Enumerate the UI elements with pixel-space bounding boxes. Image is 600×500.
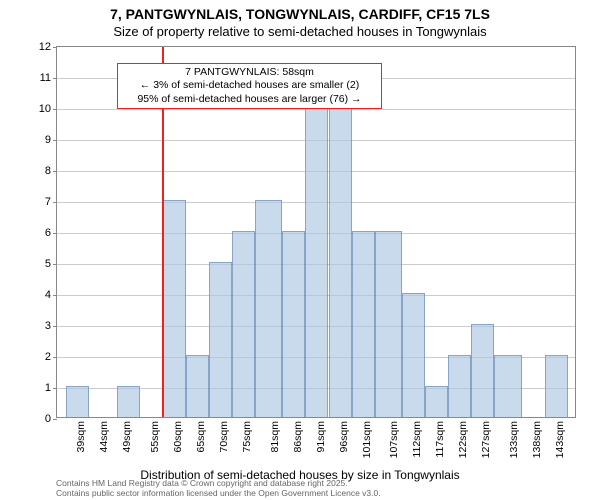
footer-attribution: Contains HM Land Registry data © Crown c… bbox=[56, 478, 381, 498]
chart-container: 7, PANTGWYNLAIS, TONGWYNLAIS, CARDIFF, C… bbox=[0, 0, 600, 500]
y-tick-label: 8 bbox=[45, 165, 51, 177]
x-tick-label: 96sqm bbox=[338, 421, 350, 453]
x-tick-label: 112sqm bbox=[411, 421, 423, 458]
histogram-bar bbox=[66, 386, 89, 417]
x-tick-label: 143sqm bbox=[554, 421, 566, 458]
histogram-bar bbox=[375, 231, 403, 417]
histogram-bar bbox=[545, 355, 568, 417]
x-tick-label: 49sqm bbox=[121, 421, 133, 453]
annotation-box: 7 PANTGWYNLAIS: 58sqm← 3% of semi-detach… bbox=[117, 63, 382, 110]
x-tick-label: 75sqm bbox=[241, 421, 253, 453]
histogram-bar bbox=[448, 355, 471, 417]
x-tick-label: 91sqm bbox=[315, 421, 327, 453]
histogram-bar bbox=[232, 231, 255, 417]
footer-line: Contains public sector information licen… bbox=[56, 488, 381, 498]
x-tick-label: 133sqm bbox=[508, 421, 520, 458]
x-tick-label: 101sqm bbox=[361, 421, 373, 458]
x-tick-label: 60sqm bbox=[172, 421, 184, 453]
histogram-bar bbox=[494, 355, 522, 417]
x-tick-label: 107sqm bbox=[388, 421, 400, 458]
x-tick-label: 117sqm bbox=[434, 421, 446, 458]
chart-title: 7, PANTGWYNLAIS, TONGWYNLAIS, CARDIFF, C… bbox=[0, 6, 600, 22]
histogram-bar bbox=[163, 200, 186, 417]
footer-line: Contains HM Land Registry data © Crown c… bbox=[56, 478, 381, 488]
x-tick-label: 55sqm bbox=[149, 421, 161, 453]
histogram-bar bbox=[329, 107, 352, 417]
chart-subtitle: Size of property relative to semi-detach… bbox=[0, 24, 600, 39]
y-tick-label: 7 bbox=[45, 196, 51, 208]
y-tick-label: 5 bbox=[45, 258, 51, 270]
x-tick-label: 81sqm bbox=[269, 421, 281, 453]
x-tick-label: 65sqm bbox=[195, 421, 207, 453]
y-tick-label: 9 bbox=[45, 134, 51, 146]
histogram-bar bbox=[117, 386, 140, 417]
x-tick-label: 70sqm bbox=[218, 421, 230, 453]
y-tick-label: 0 bbox=[45, 413, 51, 425]
x-tick-label: 39sqm bbox=[75, 421, 87, 453]
y-tick-label: 12 bbox=[39, 41, 51, 53]
annotation-line: ← 3% of semi-detached houses are smaller… bbox=[124, 79, 375, 93]
annotation-line: 95% of semi-detached houses are larger (… bbox=[124, 93, 375, 107]
y-tick-label: 6 bbox=[45, 227, 51, 239]
x-tick-label: 122sqm bbox=[457, 421, 469, 458]
histogram-bar bbox=[352, 231, 375, 417]
x-tick-label: 44sqm bbox=[98, 421, 110, 453]
x-tick-label: 138sqm bbox=[531, 421, 543, 458]
plot-area: 012345678910111239sqm44sqm49sqm55sqm60sq… bbox=[56, 46, 576, 418]
x-tick-label: 86sqm bbox=[292, 421, 304, 453]
y-tick-label: 4 bbox=[45, 289, 51, 301]
x-tick-label: 127sqm bbox=[480, 421, 492, 458]
histogram-bar bbox=[209, 262, 232, 417]
y-tick-label: 3 bbox=[45, 320, 51, 332]
y-tick-label: 10 bbox=[39, 103, 51, 115]
histogram-bar bbox=[282, 231, 305, 417]
annotation-line: 7 PANTGWYNLAIS: 58sqm bbox=[124, 66, 375, 80]
histogram-bar bbox=[255, 200, 283, 417]
histogram-bar bbox=[425, 386, 448, 417]
y-tick-label: 11 bbox=[40, 72, 51, 84]
histogram-bar bbox=[402, 293, 425, 417]
histogram-bar bbox=[186, 355, 209, 417]
histogram-bar bbox=[305, 107, 328, 417]
histogram-bar bbox=[471, 324, 494, 417]
y-tick-label: 2 bbox=[45, 351, 51, 363]
y-tick-label: 1 bbox=[45, 382, 51, 394]
